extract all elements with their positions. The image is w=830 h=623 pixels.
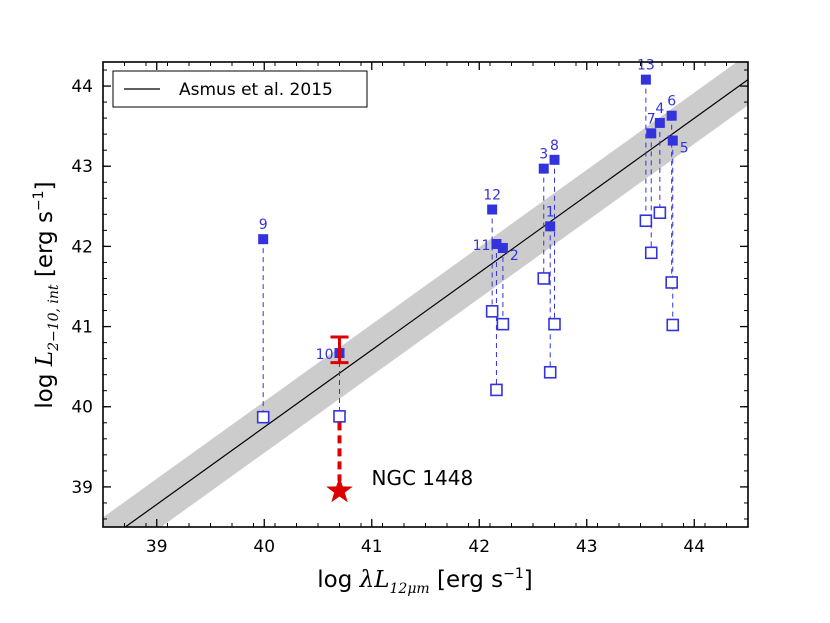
point-label-10: 10: [316, 347, 334, 363]
y-tick-label: 41: [71, 318, 93, 338]
y-axis-subscript: 2−10, int: [46, 284, 62, 352]
open-point-9: [256, 410, 270, 424]
y-axis-symbol: L: [32, 351, 58, 367]
x-axis-prefix: log: [317, 567, 359, 593]
open-point-12: [485, 305, 499, 318]
filled-point-11: [491, 238, 502, 249]
axis-ticks: [102, 62, 749, 527]
x-axis-subscript: 12μm: [390, 581, 430, 597]
x-axis-title: log λL12μm [erg s−1]: [317, 566, 532, 597]
x-axis-symbol: λL: [359, 567, 390, 593]
x-axis-close: ]: [524, 567, 533, 593]
point-label-3: 3: [539, 147, 548, 163]
ngc1448-star: [326, 476, 353, 503]
y-tick-label: 44: [71, 77, 93, 97]
legend-label: Asmus et al. 2015: [179, 80, 333, 100]
point-label-1: 1: [546, 204, 555, 220]
point-label-6: 6: [667, 94, 676, 110]
point-label-2: 2: [510, 248, 519, 264]
filled-point-6: [666, 110, 677, 121]
point-label-9: 9: [259, 217, 268, 233]
open-point-11: [490, 383, 503, 397]
x-tick-label: 39: [146, 537, 168, 557]
x-axis-exponent: −1: [503, 566, 524, 582]
y-axis-prefix: log: [32, 366, 58, 408]
filled-point-13: [640, 74, 651, 85]
y-tick-label: 42: [71, 237, 93, 257]
filled-point-2: [497, 243, 508, 253]
point-label-12: 12: [483, 188, 501, 204]
x-tick-label: 42: [468, 537, 490, 557]
open-point-2: [496, 317, 510, 331]
open-point-3: [537, 272, 551, 285]
point-label-7: 7: [647, 111, 656, 127]
point-label-13: 13: [637, 58, 655, 74]
filled-point-8: [549, 154, 560, 165]
y-axis-unit: [erg s: [32, 211, 58, 284]
x-tick-label: 44: [683, 537, 705, 557]
y-axis-exponent: −1: [31, 190, 47, 211]
y-tick-label: 43: [71, 157, 93, 177]
filled-point-3: [538, 163, 549, 174]
filled-point-12: [487, 204, 498, 215]
y-tick-label: 39: [71, 478, 93, 498]
point-label-11: 11: [473, 238, 491, 254]
y-axis-close: ]: [32, 181, 58, 190]
ngc1448-highlight: NGC 1448: [326, 335, 474, 503]
point-label-5: 5: [680, 141, 689, 157]
open-point-10: [333, 410, 346, 423]
open-point-7: [644, 246, 658, 260]
filled-point-7: [646, 128, 657, 139]
y-axis-title: log L2−10, int [erg s−1]: [31, 181, 62, 408]
open-point-1: [543, 365, 557, 379]
open-point-4: [653, 206, 667, 220]
filled-point-1: [545, 221, 556, 232]
point-label-4: 4: [655, 101, 664, 117]
filled-point-4: [654, 117, 665, 128]
open-point-5: [666, 318, 680, 332]
point-label-8: 8: [550, 138, 559, 154]
legend: Asmus et al. 2015: [112, 70, 368, 108]
open-point-13: [639, 214, 653, 228]
x-tick-label: 41: [361, 537, 383, 557]
x-axis-unit: [erg s: [430, 567, 503, 593]
ngc1448-label: NGC 1448: [372, 466, 474, 490]
x-tick-label: 40: [253, 537, 275, 557]
y-tick-label: 40: [71, 398, 93, 418]
filled-point-5: [667, 135, 678, 146]
open-point-8: [548, 317, 561, 331]
open-point-6: [665, 276, 678, 289]
filled-point-9: [258, 234, 269, 245]
x-tick-label: 43: [576, 537, 598, 557]
